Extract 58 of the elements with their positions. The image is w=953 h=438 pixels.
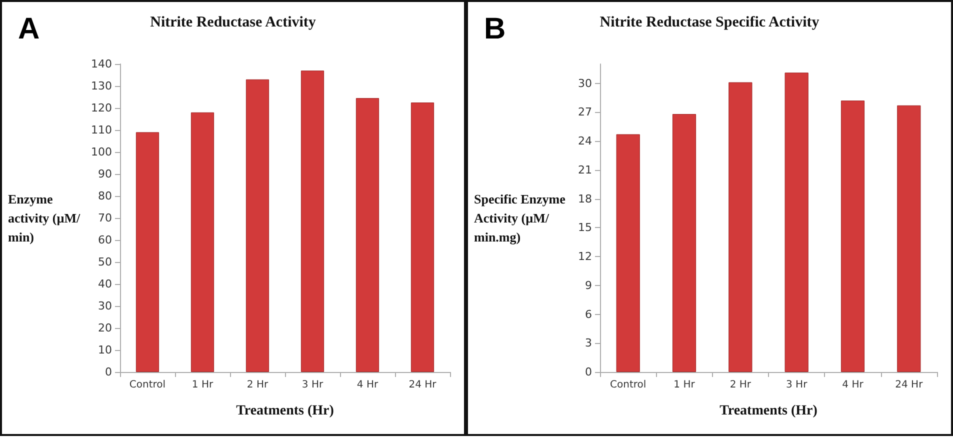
y-tick-label: 140 xyxy=(91,58,112,70)
y-tick-label: 18 xyxy=(578,192,592,206)
y-tick-label: 20 xyxy=(98,322,112,334)
y-tick-label: 12 xyxy=(578,250,592,263)
x-tick-label: 4 Hr xyxy=(842,380,864,390)
text: A xyxy=(18,12,40,46)
x-tick-label: 3 Hr xyxy=(302,380,324,390)
x-tick-label: 2 Hr xyxy=(246,380,269,390)
bar xyxy=(246,79,270,372)
chart-title: Nitrite Reductase Activity xyxy=(150,14,316,30)
y-tick-label: 15 xyxy=(578,221,592,234)
x-tick-label: 24 Hr xyxy=(895,380,924,390)
y-tick-label: 130 xyxy=(91,80,112,92)
bar xyxy=(728,82,752,372)
bar xyxy=(410,102,434,372)
x-tick-label: 4 Hr xyxy=(356,380,379,390)
y-tick-label: 110 xyxy=(91,124,112,136)
y-tick-label: 40 xyxy=(98,278,112,290)
x-tick-label: 24 Hr xyxy=(408,380,438,390)
bar xyxy=(190,112,214,372)
y-tick-label: 24 xyxy=(578,134,592,148)
y-tick-label: 80 xyxy=(98,190,112,202)
y-tick-label: 3 xyxy=(585,336,592,350)
y-tick-label: 30 xyxy=(578,76,592,90)
bar xyxy=(300,70,324,372)
y-tick-label: 10 xyxy=(98,344,112,356)
x-tick-label: Control xyxy=(610,380,646,390)
bar xyxy=(616,134,640,372)
y-tick-label: 50 xyxy=(98,256,112,268)
y-tick-label: 6 xyxy=(585,308,592,321)
bar xyxy=(897,105,921,372)
bar xyxy=(784,72,808,372)
x-tick-label: 1 Hr xyxy=(674,380,696,390)
y-tick-label: 0 xyxy=(105,366,112,378)
y-axis-title: Enzyme activity (µM/min) xyxy=(8,192,80,244)
y-tick-label: 70 xyxy=(98,212,112,224)
bar xyxy=(136,132,160,372)
y-axis-title: Specific Enzyme Activity (µM/min.mg) xyxy=(474,192,569,244)
chart-title: Nitrite Reductase Specific Activity xyxy=(600,14,820,30)
x-tick-label: 3 Hr xyxy=(786,380,808,390)
y-tick-label: 60 xyxy=(98,234,112,246)
y-tick-label: 120 xyxy=(91,102,112,114)
text: B xyxy=(484,12,506,46)
x-tick-label: 2 Hr xyxy=(730,380,752,390)
x-tick-label: 1 Hr xyxy=(192,380,214,390)
y-tick-label: 27 xyxy=(578,106,592,119)
y-tick-label: 100 xyxy=(91,146,112,158)
bar xyxy=(672,114,696,372)
x-tick-label: Control xyxy=(129,380,166,390)
x-axis-title: Treatments (Hr) xyxy=(720,404,818,418)
y-tick-label: 30 xyxy=(98,300,112,312)
y-tick-label: 9 xyxy=(585,278,592,292)
bar xyxy=(356,98,380,372)
x-axis-title: Treatments (Hr) xyxy=(236,404,334,418)
y-tick-label: 0 xyxy=(585,366,592,378)
bar xyxy=(840,100,865,372)
y-tick-label: 21 xyxy=(578,163,592,176)
y-tick-label: 90 xyxy=(98,168,112,180)
